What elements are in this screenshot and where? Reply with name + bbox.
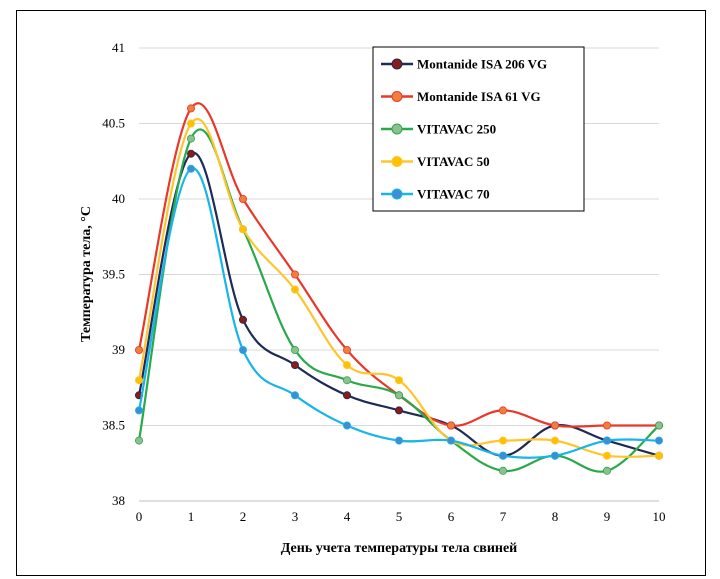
data-point: [603, 451, 612, 460]
x-tick-label: 9: [604, 509, 611, 524]
data-point: [134, 376, 143, 385]
data-point: [290, 361, 299, 370]
y-tick-label: 39: [112, 342, 125, 357]
data-point: [238, 315, 247, 324]
legend: Montanide ISA 206 VG Montanide ISA 61 VG V…: [372, 46, 585, 212]
data-point: [342, 376, 351, 385]
data-point: [134, 436, 143, 445]
data-point: [498, 451, 507, 460]
x-tick-label: 5: [396, 509, 403, 524]
legend-swatch-marker: [391, 156, 403, 167]
data-point: [342, 345, 351, 354]
x-tick-label: 2: [240, 509, 247, 524]
data-point: [238, 225, 247, 234]
x-tick-label: 3: [292, 509, 299, 524]
data-point: [394, 391, 403, 400]
y-tick-label: 40.5: [102, 116, 125, 131]
data-point: [342, 391, 351, 400]
legend-swatch-marker: [391, 58, 403, 70]
data-point: [134, 406, 143, 415]
data-point: [238, 194, 247, 203]
y-tick-label: 38.5: [102, 418, 125, 433]
y-tick-label: 40: [112, 191, 125, 206]
data-point: [603, 421, 612, 430]
data-point: [186, 149, 195, 158]
y-tick-label: 41: [112, 40, 125, 55]
data-point: [394, 436, 403, 445]
series-group: [134, 102, 664, 475]
data-point: [603, 466, 612, 475]
data-point: [290, 345, 299, 354]
legend-label: Montanide ISA 206 VG: [417, 57, 547, 72]
legend-label: VITAVAC 250: [417, 122, 496, 137]
data-point: [394, 406, 403, 415]
tick-labels: 38 38.5 39 39.5 40 40.5 41 0 1 2 3 4 5 6 7 8 9 10: [102, 40, 665, 524]
x-tick-label: 4: [344, 509, 351, 524]
legend-swatch-marker: [391, 188, 403, 200]
data-point: [551, 451, 560, 460]
legend-label: VITAVAC 50: [417, 154, 490, 169]
data-point: [186, 134, 195, 143]
data-point: [655, 451, 664, 460]
data-point: [551, 436, 560, 445]
data-point: [603, 436, 612, 445]
data-point: [186, 164, 195, 173]
data-point: [394, 376, 403, 385]
data-point: [342, 361, 351, 370]
data-point: [498, 436, 507, 445]
data-point: [446, 436, 455, 445]
data-point: [186, 119, 195, 128]
data-point: [290, 285, 299, 294]
data-point: [290, 391, 299, 400]
series-5: [134, 164, 664, 460]
chart-frame: [16, 10, 706, 576]
x-tick-label: 6: [448, 509, 455, 524]
x-tick-label: 0: [136, 509, 143, 524]
data-point: [498, 466, 507, 475]
x-tick-label: 8: [552, 509, 559, 524]
data-point: [186, 104, 195, 113]
y-axis-title: Температура тела, °С: [79, 206, 94, 342]
data-point: [551, 421, 560, 430]
x-tick-label: 1: [188, 509, 195, 524]
series-4: [134, 118, 664, 460]
data-point: [342, 421, 351, 430]
x-tick-label: 10: [653, 509, 666, 524]
legend-swatch-marker: [391, 91, 403, 102]
data-point: [498, 406, 507, 415]
x-tick-label: 7: [500, 509, 507, 524]
data-point: [290, 270, 299, 279]
data-point: [134, 345, 143, 354]
y-tick-label: 39.5: [102, 267, 125, 282]
data-point: [655, 421, 664, 430]
x-axis-title: День учета температуры тела свиней: [281, 541, 518, 556]
data-point: [238, 345, 247, 354]
y-tick-label: 38: [112, 493, 125, 508]
legend-label: Montanide ISA 61 VG: [417, 89, 541, 104]
data-point: [446, 421, 455, 430]
legend-swatch-marker: [391, 123, 403, 135]
legend-label: VITAVAC 70: [417, 187, 490, 202]
data-point: [655, 436, 664, 445]
